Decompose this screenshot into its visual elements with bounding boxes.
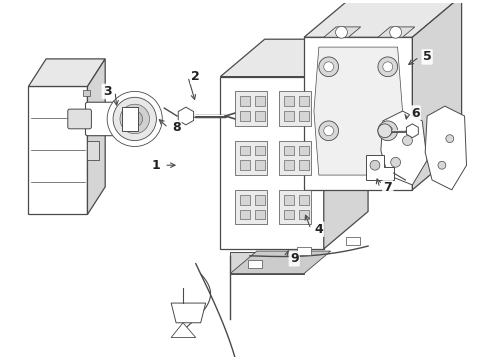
Polygon shape — [88, 141, 99, 160]
Circle shape — [391, 157, 400, 167]
Polygon shape — [304, 37, 413, 190]
Circle shape — [319, 121, 339, 141]
Bar — [255, 195, 265, 204]
Circle shape — [378, 57, 397, 77]
Circle shape — [378, 124, 392, 138]
Circle shape — [446, 135, 454, 143]
Polygon shape — [304, 0, 462, 37]
Polygon shape — [88, 59, 105, 215]
Text: 3: 3 — [103, 85, 111, 98]
Bar — [299, 111, 309, 121]
Polygon shape — [220, 77, 324, 249]
Polygon shape — [178, 107, 194, 125]
Bar — [255, 96, 265, 106]
Bar — [299, 145, 309, 156]
Bar — [240, 210, 250, 219]
Text: 2: 2 — [192, 70, 200, 83]
Polygon shape — [230, 251, 331, 274]
Circle shape — [319, 57, 339, 77]
Circle shape — [438, 161, 446, 169]
Bar — [255, 160, 265, 170]
Bar — [240, 96, 250, 106]
Bar — [284, 145, 294, 156]
Polygon shape — [324, 39, 368, 249]
Bar — [279, 141, 311, 175]
Bar — [248, 260, 262, 267]
Bar — [346, 237, 360, 245]
Bar — [279, 190, 311, 224]
FancyBboxPatch shape — [68, 109, 92, 129]
Polygon shape — [406, 124, 418, 138]
Bar — [297, 247, 311, 255]
Bar — [240, 145, 250, 156]
Circle shape — [336, 26, 347, 38]
Circle shape — [324, 126, 334, 136]
Bar — [299, 96, 309, 106]
Bar — [299, 160, 309, 170]
Bar — [255, 210, 265, 219]
Text: 1: 1 — [152, 159, 161, 172]
Text: 4: 4 — [315, 223, 323, 236]
FancyBboxPatch shape — [85, 102, 124, 136]
Circle shape — [402, 136, 413, 145]
Polygon shape — [413, 0, 462, 190]
Circle shape — [370, 160, 380, 170]
Circle shape — [107, 91, 162, 147]
Bar — [230, 252, 304, 274]
Polygon shape — [378, 27, 415, 37]
Polygon shape — [115, 116, 129, 132]
Circle shape — [324, 62, 334, 72]
Bar — [255, 145, 265, 156]
Polygon shape — [324, 27, 361, 37]
Bar — [284, 111, 294, 121]
Polygon shape — [28, 86, 88, 215]
Bar — [240, 195, 250, 204]
Bar — [122, 107, 138, 131]
Bar — [235, 141, 267, 175]
Bar — [284, 160, 294, 170]
Circle shape — [378, 121, 397, 141]
Polygon shape — [28, 59, 105, 86]
Circle shape — [127, 111, 143, 127]
Bar — [284, 195, 294, 204]
Bar — [82, 90, 91, 96]
Text: 9: 9 — [290, 252, 298, 265]
Bar — [255, 111, 265, 121]
Circle shape — [383, 62, 392, 72]
Circle shape — [390, 26, 401, 38]
Polygon shape — [366, 156, 393, 180]
Bar — [235, 190, 267, 224]
Bar — [279, 91, 311, 126]
Circle shape — [383, 126, 392, 136]
Text: 8: 8 — [172, 121, 180, 134]
Circle shape — [109, 111, 135, 137]
Bar — [235, 91, 267, 126]
Polygon shape — [381, 111, 427, 185]
Bar — [284, 96, 294, 106]
Polygon shape — [425, 106, 466, 190]
Text: 7: 7 — [383, 181, 392, 194]
Circle shape — [120, 104, 149, 134]
Circle shape — [118, 120, 126, 128]
Polygon shape — [314, 47, 402, 175]
Bar — [240, 111, 250, 121]
Circle shape — [113, 97, 156, 141]
Text: 5: 5 — [423, 50, 432, 63]
Polygon shape — [171, 323, 196, 338]
Polygon shape — [220, 39, 368, 77]
Polygon shape — [171, 303, 206, 323]
Text: 6: 6 — [411, 107, 419, 120]
Bar — [299, 195, 309, 204]
Bar — [299, 210, 309, 219]
Bar — [284, 210, 294, 219]
Bar — [240, 160, 250, 170]
